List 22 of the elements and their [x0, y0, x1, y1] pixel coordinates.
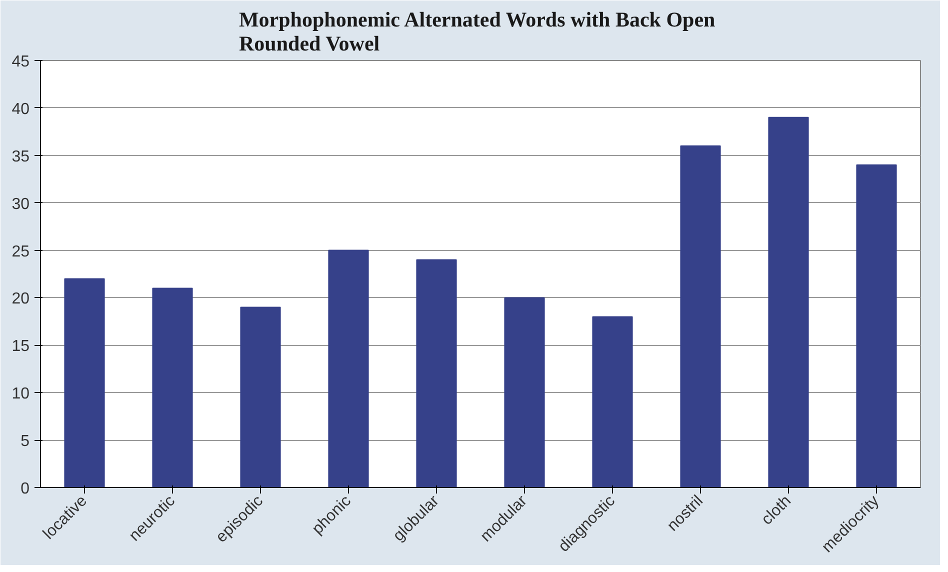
bar	[64, 278, 105, 488]
x-tick-label: cloth	[758, 492, 795, 528]
bar	[592, 316, 633, 488]
bar	[240, 306, 281, 488]
y-tick-label: 35	[12, 148, 30, 166]
y-tick-label: 45	[12, 54, 30, 70]
bar	[328, 250, 369, 488]
y-tick-label: 0	[20, 480, 30, 498]
y-tick-label: 5	[20, 433, 30, 450]
y-tick-label: 10	[12, 386, 30, 403]
chart-title: Morphophonemic Alternated Words with Back Open Rounded Vowel	[238, 8, 716, 56]
bar	[152, 288, 193, 488]
bar	[504, 297, 545, 488]
y-tick-label: 15	[12, 338, 30, 356]
bar	[416, 259, 457, 488]
y-tick-label: 40	[12, 100, 30, 118]
bar	[768, 116, 809, 488]
y-tick-label: 20	[12, 290, 30, 308]
bar	[856, 164, 897, 488]
bar	[680, 145, 721, 488]
y-tick-label: 25	[12, 243, 30, 260]
y-tick-label: 30	[12, 196, 30, 213]
